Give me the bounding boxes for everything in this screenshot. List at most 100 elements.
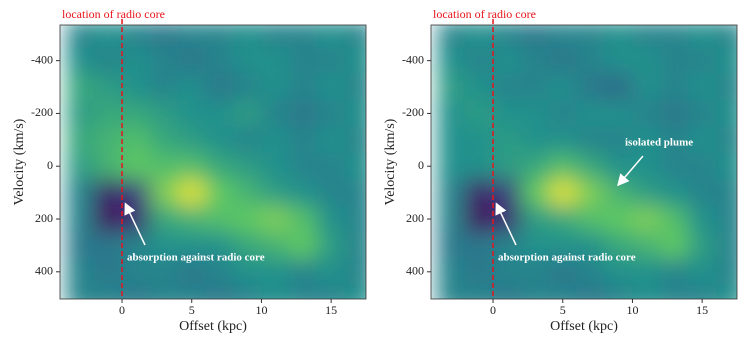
heatmap-cell	[345, 179, 366, 207]
heatmap-cell	[604, 73, 633, 101]
heatmap-cell	[716, 179, 737, 207]
heatmap-cell	[688, 285, 717, 299]
x-tick-label: 5	[560, 303, 566, 317]
heatmap-cell	[149, 47, 179, 75]
heatmap-cell	[317, 258, 346, 286]
heatmap-cell	[520, 232, 550, 260]
heatmap-cell	[317, 179, 346, 207]
heatmap-cell	[289, 285, 318, 299]
heatmap-cell	[233, 258, 262, 286]
heatmap-cell	[548, 232, 578, 260]
heatmap-cell	[437, 258, 466, 286]
heatmap-cell	[122, 153, 151, 180]
heatmap-cell	[345, 258, 366, 286]
heatmap-cells	[437, 25, 737, 299]
plot-frame	[430, 24, 738, 300]
heatmap-cell	[520, 126, 550, 154]
heatmap-cell	[688, 179, 717, 207]
heatmap-cell	[632, 285, 661, 299]
heatmap-cell	[261, 285, 290, 299]
heatmap-cell	[465, 100, 494, 128]
heatmap-cell	[520, 47, 550, 75]
heatmap-cell	[716, 100, 737, 128]
heatmap-cell	[660, 73, 689, 101]
heatmap-cell	[688, 73, 717, 101]
heatmap-cell	[205, 73, 235, 101]
heatmap-cell	[493, 126, 522, 154]
heatmap-cell	[520, 153, 550, 180]
heatmap-cell	[576, 258, 606, 286]
heatmap-cell	[520, 285, 550, 299]
heatmap-cell	[94, 232, 123, 260]
heatmap-cell	[289, 205, 318, 233]
heatmap-cell	[94, 100, 123, 128]
heatmap-cell	[317, 285, 346, 299]
x-tick-label: 10	[626, 303, 638, 317]
heatmap-cell	[465, 179, 494, 207]
heatmap-cell	[149, 153, 179, 180]
heatmap-cell	[149, 126, 179, 154]
heatmap-cell	[660, 153, 689, 180]
heatmap-cell	[66, 47, 95, 75]
heatmap-cell	[632, 47, 661, 75]
heatmap-cell	[548, 205, 578, 233]
heatmap-cell	[632, 153, 661, 180]
heatmap-cell	[149, 285, 179, 299]
heatmap-cell	[177, 100, 207, 128]
heatmap-cell	[66, 73, 95, 101]
heatmap-cell	[177, 153, 207, 180]
heatmap-cell	[205, 126, 235, 154]
y-tick-label: 0	[47, 158, 53, 172]
heatmap-cell	[576, 205, 606, 233]
heatmap-cell	[660, 126, 689, 154]
heatmap-cell	[261, 179, 290, 207]
x-tick-label: 15	[325, 303, 337, 317]
heatmap-cell	[233, 73, 262, 101]
heatmap-cell	[437, 205, 466, 233]
heatmap-cell	[149, 73, 179, 101]
heatmap-cell	[493, 232, 522, 260]
heatmap-cell	[345, 47, 366, 75]
heatmap-cell	[94, 258, 123, 286]
annotation-arrow	[617, 155, 644, 187]
x-axis-label: Offset (kpc)	[179, 319, 247, 334]
heatmap-cell	[548, 258, 578, 286]
reference-label: location of radio core	[433, 7, 536, 21]
heatmap-cell	[149, 258, 179, 286]
heatmap-cell	[632, 232, 661, 260]
heatmap-cell	[205, 100, 235, 128]
heatmap-cell	[94, 153, 123, 180]
heatmap-cell	[177, 73, 207, 101]
heatmap-cell	[465, 126, 494, 154]
heatmap-cell	[716, 258, 737, 286]
heatmap-cell	[520, 205, 550, 233]
heatmap-cell	[548, 47, 578, 75]
heatmap-cell	[94, 73, 123, 101]
heatmap-cell	[205, 232, 235, 260]
heatmap-cell	[604, 205, 633, 233]
annotation: isolated plume	[625, 137, 693, 149]
heatmap-cell	[716, 25, 737, 48]
heatmap-cell	[548, 100, 578, 128]
heatmap-cell	[177, 179, 207, 207]
heatmap-cell	[122, 73, 151, 101]
heatmap-cell	[465, 232, 494, 260]
heatmap-cell	[345, 205, 366, 233]
heatmap-cell	[94, 285, 123, 299]
heatmap-cell	[716, 205, 737, 233]
heatmap-cell	[149, 100, 179, 128]
x-axis-label: Offset (kpc)	[550, 319, 618, 334]
heatmap-cell	[261, 47, 290, 75]
heatmap-cell	[289, 126, 318, 154]
heatmap-cell	[688, 258, 717, 286]
heatmap-cell	[205, 25, 235, 48]
heatmap-cell	[317, 205, 346, 233]
heatmap-cell	[688, 232, 717, 260]
heatmap-cell	[604, 285, 633, 299]
heatmap-cell	[233, 47, 262, 75]
heatmap-cell	[660, 232, 689, 260]
heatmap-cell	[94, 179, 123, 207]
heatmap-cell	[345, 73, 366, 101]
heatmap	[437, 25, 737, 299]
heatmap-cell	[548, 285, 578, 299]
